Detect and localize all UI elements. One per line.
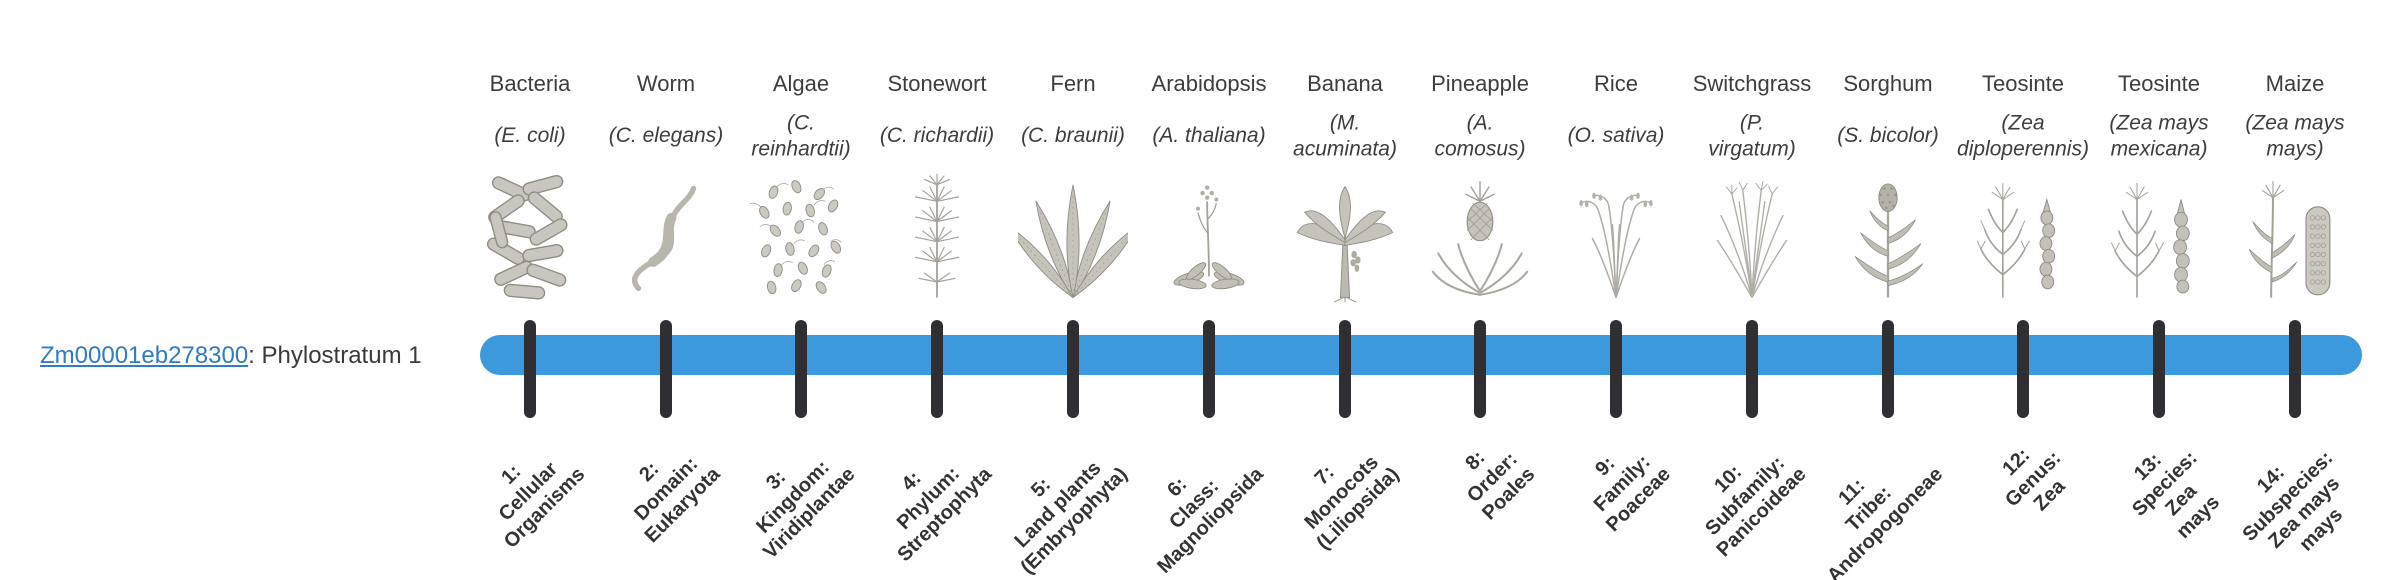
organism-name: Maize — [2265, 71, 2325, 96]
tick-mark — [1746, 320, 1758, 418]
teosinte-mexicana-icon — [2104, 168, 2214, 308]
organism-name: Bacteria — [489, 71, 571, 96]
organism-species: (Zea mays mexicana) — [2109, 111, 2209, 160]
organism-name: Worm — [636, 71, 696, 96]
tick-mark — [931, 320, 943, 418]
pineapple-icon — [1425, 168, 1535, 308]
algae-icon — [746, 168, 856, 308]
tick-mark — [660, 320, 672, 418]
organism-name: Teosinte — [1982, 71, 2064, 96]
switchgrass-icon — [1697, 168, 1807, 308]
tick-mark — [2289, 320, 2301, 418]
tick-mark — [2153, 320, 2165, 418]
organism-name: Algae — [772, 71, 830, 96]
organism-species: (M. acuminata) — [1293, 111, 1397, 160]
stratum-label: 5: Land plants (Embryophyta) — [1010, 456, 1132, 579]
stratum-label: 2: Domain: Eukaryota — [630, 452, 725, 548]
tick-mark — [1474, 320, 1486, 418]
organism-species: (C. elegans) — [608, 124, 724, 148]
stratum-label: 12: Genus: Zea — [1998, 444, 2070, 516]
organism-species: (C. reinhardtii) — [751, 111, 851, 160]
rice-icon — [1561, 168, 1671, 308]
bacteria-icon — [475, 168, 585, 308]
organism-species: (P. virgatum) — [1708, 111, 1796, 160]
tick-mark — [524, 320, 536, 418]
stratum-label: 4: Phylum: Streptophyta — [892, 462, 996, 567]
organism-name: Banana — [1307, 71, 1383, 96]
organism-species: (Zea mays mays) — [2245, 111, 2345, 160]
arabidopsis-icon — [1154, 168, 1264, 308]
organism-species: (Zea diploperennis) — [1957, 111, 2089, 160]
stratum-label: 6: Class: Magnoliopsida — [1153, 463, 1268, 578]
gene-id-link[interactable]: Zm00001eb278300 — [40, 342, 249, 369]
stratum-label: 8: Order: Poales — [1460, 446, 1539, 525]
organism-species: (C. richardii) — [879, 124, 995, 148]
tick-mark — [2017, 320, 2029, 418]
organism-species: (E. coli) — [494, 124, 566, 148]
organism-species: (O. sativa) — [1567, 124, 1665, 148]
stratum-label: 13: Species: Zea mays — [2127, 446, 2224, 543]
tick-mark — [1203, 320, 1215, 418]
organism-name: Teosinte — [2118, 71, 2200, 96]
timeline-bar — [480, 335, 2362, 375]
maize-icon — [2240, 168, 2350, 308]
tick-mark — [1067, 320, 1079, 418]
stonewort-icon — [882, 168, 992, 308]
tick-mark — [1882, 320, 1894, 418]
stratum-label: 9: Family: Poaceae — [1589, 450, 1675, 537]
organism-name: Switchgrass — [1692, 71, 1812, 96]
organism-name: Sorghum — [1843, 71, 1933, 96]
stratum-label: 3: Kingdom: Viridiplantae — [752, 456, 860, 564]
organism-name: Arabidopsis — [1151, 71, 1267, 96]
organism-species: (C. braunii) — [1021, 124, 1125, 148]
organism-species: (S. bicolor) — [1837, 124, 1939, 148]
teosinte-diploperennis-icon — [1968, 168, 2078, 308]
stratum-label: 11: Tribe: Andropogoneae — [1822, 463, 1947, 580]
organism-name: Pineapple — [1431, 71, 1529, 96]
gene-label: Zm00001eb278300: Phylostratum 1 — [40, 342, 422, 370]
stratum-label: 7: Monocots (Liliopsida) — [1300, 451, 1404, 555]
banana-icon — [1290, 168, 1400, 308]
tick-mark — [1610, 320, 1622, 418]
fern-icon — [1006, 168, 1140, 308]
organism-name: Rice — [1593, 71, 1639, 96]
organism-species: (A. thaliana) — [1152, 124, 1266, 148]
gene-label-suffix: : Phylostratum 1 — [248, 342, 422, 369]
stratum-label: 1: Cellular Organisms — [493, 457, 589, 553]
organism-species: (A. comosus) — [1434, 111, 1526, 160]
sorghum-icon — [1833, 168, 1943, 308]
organism-name: Stonewort — [887, 71, 987, 96]
stratum-label: 14: Subspecies: Zea mays mays — [2238, 446, 2348, 556]
worm-icon — [611, 168, 721, 308]
tick-mark — [795, 320, 807, 418]
organism-name: Fern — [1050, 71, 1096, 96]
stratum-label: 10: Subfamily: Panicoideae — [1701, 451, 1811, 562]
tick-mark — [1339, 320, 1351, 418]
